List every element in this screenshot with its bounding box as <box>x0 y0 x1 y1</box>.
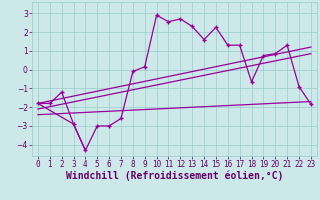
X-axis label: Windchill (Refroidissement éolien,°C): Windchill (Refroidissement éolien,°C) <box>66 171 283 181</box>
